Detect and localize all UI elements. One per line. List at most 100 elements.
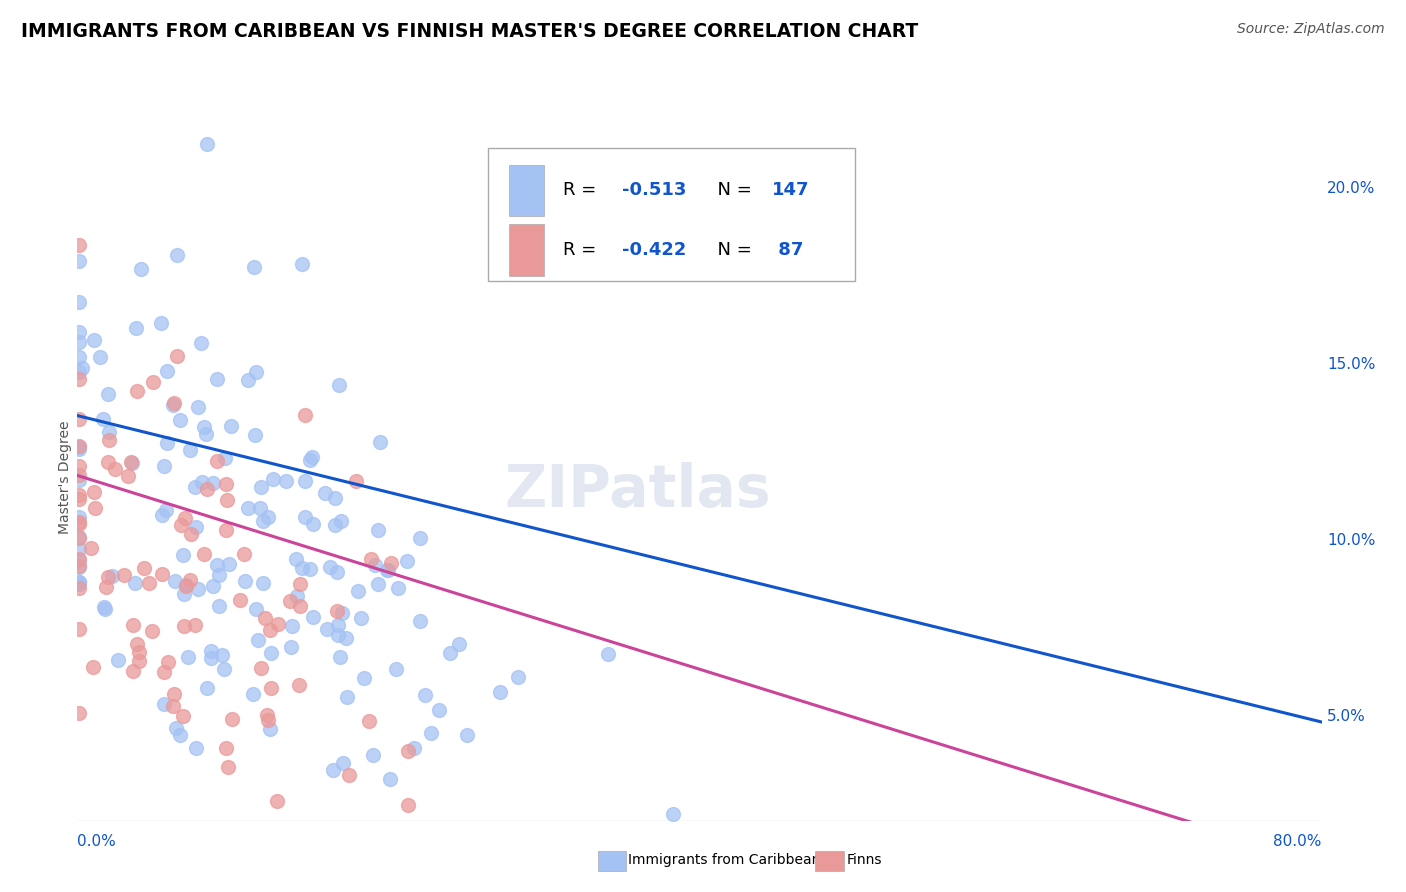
Text: Finns: Finns xyxy=(846,853,882,867)
FancyBboxPatch shape xyxy=(509,164,544,216)
Point xyxy=(67,473,90,487)
Point xyxy=(252,514,274,528)
Point xyxy=(350,611,373,625)
Point xyxy=(89,350,111,364)
Point xyxy=(215,524,238,538)
Point xyxy=(128,655,150,669)
Point xyxy=(174,577,197,591)
Point xyxy=(201,579,224,593)
Point xyxy=(256,510,278,524)
Point xyxy=(191,475,214,489)
Point xyxy=(489,684,512,698)
Point xyxy=(187,582,209,596)
Text: R =: R = xyxy=(562,181,602,199)
Point xyxy=(128,645,150,659)
Point xyxy=(229,592,252,607)
Point xyxy=(67,706,90,720)
Point xyxy=(138,575,160,590)
Point xyxy=(67,554,90,568)
Point xyxy=(249,661,271,675)
Point xyxy=(326,618,349,632)
Point xyxy=(302,610,325,624)
Point xyxy=(218,557,240,571)
Point xyxy=(67,238,90,252)
Point xyxy=(662,806,685,821)
Point xyxy=(238,373,260,387)
Point xyxy=(211,648,233,662)
Point xyxy=(141,624,163,638)
Point xyxy=(205,558,228,572)
Point xyxy=(353,671,375,685)
Point xyxy=(103,462,125,476)
Point xyxy=(67,325,90,339)
Point xyxy=(219,419,242,434)
Point xyxy=(93,600,115,615)
Point xyxy=(274,474,297,488)
Point xyxy=(326,566,349,580)
Point xyxy=(267,616,290,631)
Point xyxy=(262,472,284,486)
Point xyxy=(67,253,90,268)
Point xyxy=(314,485,336,500)
Point xyxy=(347,584,370,599)
Point xyxy=(67,372,90,386)
Point xyxy=(127,637,149,651)
Point xyxy=(290,577,312,591)
Point xyxy=(112,567,135,582)
Point xyxy=(245,365,267,379)
Point xyxy=(67,542,90,557)
Point xyxy=(83,333,105,347)
FancyBboxPatch shape xyxy=(509,224,544,276)
Point xyxy=(375,563,398,577)
Point xyxy=(294,474,316,488)
Point xyxy=(214,451,236,466)
Text: R =: R = xyxy=(562,241,602,259)
Point xyxy=(200,651,222,665)
Point xyxy=(336,690,359,704)
Point xyxy=(67,491,90,506)
Point xyxy=(93,411,115,425)
Point xyxy=(179,442,201,457)
Point xyxy=(190,336,212,351)
Point xyxy=(169,729,191,743)
Point xyxy=(316,623,339,637)
Point xyxy=(207,568,229,582)
Point xyxy=(291,257,314,271)
Point xyxy=(83,485,105,500)
Point xyxy=(67,488,90,502)
Point xyxy=(235,574,257,588)
Point xyxy=(456,728,478,742)
Text: ZIPatlas: ZIPatlas xyxy=(503,462,770,519)
Point xyxy=(378,772,401,786)
Point xyxy=(67,459,90,474)
Point xyxy=(294,509,316,524)
Point xyxy=(332,756,354,771)
Point xyxy=(67,531,90,545)
Point xyxy=(121,456,143,470)
Point xyxy=(195,137,218,152)
Point xyxy=(252,575,274,590)
Point xyxy=(67,295,90,310)
Point xyxy=(180,526,202,541)
Point xyxy=(162,398,184,412)
Point xyxy=(242,260,264,274)
Point xyxy=(260,646,283,660)
Point xyxy=(172,709,194,723)
Point xyxy=(242,687,264,701)
Point xyxy=(97,570,120,584)
Point xyxy=(250,480,273,494)
Point xyxy=(170,518,193,533)
Point xyxy=(195,681,218,696)
Point xyxy=(284,552,307,566)
Point xyxy=(427,703,450,717)
Point xyxy=(302,517,325,532)
Point xyxy=(117,468,139,483)
Text: 147: 147 xyxy=(772,181,810,199)
Point xyxy=(217,493,239,508)
Point xyxy=(328,377,350,392)
Point xyxy=(319,559,342,574)
FancyBboxPatch shape xyxy=(488,147,855,282)
Point xyxy=(67,438,90,452)
Point xyxy=(337,767,360,781)
Point xyxy=(124,321,146,335)
